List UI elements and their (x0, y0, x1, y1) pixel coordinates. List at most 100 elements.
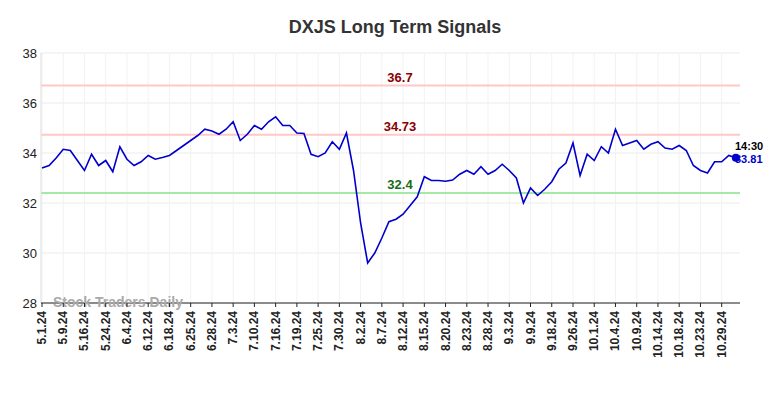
x-tick-label: 10.14.24 (651, 311, 665, 358)
reference-label: 32.4 (387, 177, 413, 192)
x-tick-label: 7.19.24 (290, 311, 304, 351)
x-tick-label: 6.12.24 (141, 311, 155, 351)
grid-line-x (466, 53, 467, 303)
x-tick (488, 303, 489, 307)
x-tick (657, 303, 658, 307)
y-tick-label: 28 (23, 296, 37, 311)
x-tick (594, 303, 595, 307)
x-tick (573, 303, 574, 307)
x-tick (509, 303, 510, 307)
x-tick (148, 303, 149, 307)
grid-line-x (679, 53, 680, 303)
grid-line-x (636, 53, 637, 303)
grid-line-x (296, 53, 297, 303)
x-tick (296, 303, 297, 307)
grid-line-x (530, 53, 531, 303)
x-tick (318, 303, 319, 307)
x-tick (530, 303, 531, 307)
grid-line-x (721, 53, 722, 303)
grid-line-x (63, 53, 64, 303)
x-tick-label: 9.26.24 (566, 311, 580, 351)
grid-line-x (190, 53, 191, 303)
plot (42, 117, 740, 263)
x-tick (105, 303, 106, 307)
x-tick (551, 303, 552, 307)
x-tick-label: 8.2.24 (354, 311, 368, 345)
grid-line (41, 253, 740, 254)
grid-line (41, 53, 740, 54)
last-value-label: 33.81 (735, 153, 763, 165)
x-tick-label: 10.4.24 (608, 311, 622, 351)
grid-line-x (42, 53, 43, 303)
grid-line-x (657, 53, 658, 303)
y-tick-label: 34 (23, 146, 37, 161)
grid-line-x (573, 53, 574, 303)
grid-line-x (84, 53, 85, 303)
x-tick-label: 9.3.24 (502, 311, 516, 345)
x-tick-label: 5.16.24 (77, 311, 91, 351)
grid-line (41, 203, 740, 204)
y-axis (41, 53, 42, 303)
time-label: 14:30 (735, 140, 763, 152)
x-tick (63, 303, 64, 307)
x-tick-label: 8.20.24 (439, 311, 453, 351)
grid-line-x (126, 53, 127, 303)
x-tick-label: 7.25.24 (311, 311, 325, 351)
x-tick (126, 303, 127, 307)
x-tick-label: 7.16.24 (269, 311, 283, 351)
grid-line-x (211, 53, 212, 303)
x-tick (190, 303, 191, 307)
x-tick-label: 10.9.24 (630, 311, 644, 351)
x-tick-label: 6.18.24 (162, 311, 176, 351)
x-tick-label: 8.28.24 (481, 311, 495, 351)
x-tick (360, 303, 361, 307)
title: DXJS Long Term Signals (289, 17, 502, 37)
grid-line-x (275, 53, 276, 303)
x-tick-label: 7.3.24 (226, 311, 240, 345)
reference-line (41, 85, 740, 87)
price-line (42, 117, 736, 263)
y-tick-label: 38 (23, 46, 37, 61)
x-tick-label: 5.1.24 (35, 311, 49, 345)
x-tick (254, 303, 255, 307)
watermark: Stock Traders Daily (53, 294, 183, 310)
x-tick (84, 303, 85, 307)
x-tick-label: 9.18.24 (545, 311, 559, 351)
y-tick-label: 30 (23, 246, 37, 261)
grid-line-x (488, 53, 489, 303)
x-tick (403, 303, 404, 307)
reference-line (41, 192, 740, 194)
x-tick-label: 6.25.24 (184, 311, 198, 351)
reference-line (41, 134, 740, 136)
grid-line-x (254, 53, 255, 303)
x-tick-label: 10.29.24 (715, 311, 729, 358)
grid-line-x (233, 53, 234, 303)
grid-line-x (381, 53, 382, 303)
x-tick-label: 8.7.24 (375, 311, 389, 345)
x-tick-label: 10.23.24 (693, 311, 707, 358)
x-tick-label: 5.9.24 (56, 311, 70, 345)
x-tick-label: 5.24.24 (99, 311, 113, 351)
x-tick (615, 303, 616, 307)
grid-line-x (594, 53, 595, 303)
chart: DXJS Long Term Signals28303234363836.734… (0, 0, 784, 398)
x-tick-label: 6.28.24 (205, 311, 219, 351)
x-tick (233, 303, 234, 307)
y-tick-label: 36 (23, 96, 37, 111)
x-tick (636, 303, 637, 307)
x-tick (445, 303, 446, 307)
grid-line (41, 103, 740, 104)
reference-label: 36.7 (387, 70, 412, 85)
x-tick-label: 8.15.24 (417, 311, 431, 351)
x-tick (466, 303, 467, 307)
x-tick-label: 6.4.24 (120, 311, 134, 345)
x-tick-label: 7.30.24 (332, 311, 346, 351)
x-tick-label: 8.23.24 (460, 311, 474, 351)
x-tick (42, 303, 43, 307)
grid-line-x (169, 53, 170, 303)
y-tick-label: 32 (23, 196, 37, 211)
grid-line-x (551, 53, 552, 303)
x-tick-label: 9.9.24 (524, 311, 538, 345)
x-tick (169, 303, 170, 307)
grid-line-x (700, 53, 701, 303)
